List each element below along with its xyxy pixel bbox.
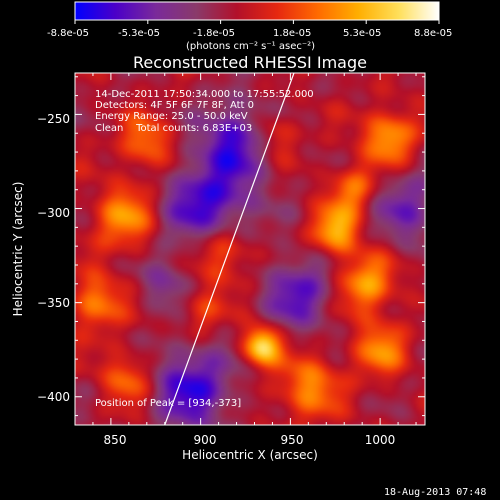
solar-limb-line — [164, 73, 295, 425]
y-tick-labels: −250 −300 −350 −400 — [37, 112, 70, 404]
colorbar-tick-label: 8.8e-05 — [414, 28, 452, 39]
x-tick-label: 950 — [281, 433, 304, 447]
colorbar — [74, 1, 440, 21]
colorbar-tick-labels: -8.8e-05 -5.3e-05 -1.8e-05 1.8e-05 5.3e-… — [47, 28, 452, 39]
annotation-clean-counts: Clean Total counts: 6.83E+03 — [95, 123, 252, 134]
annotation-detectors: Detectors: 4F 5F 6F 7F 8F, Att 0 — [95, 100, 254, 111]
colorbar-tick-label: 1.8e-05 — [273, 28, 311, 39]
plot-frame — [74, 72, 426, 426]
y-tick-label: −350 — [37, 296, 70, 310]
peak-position-label: Position of Peak = [934,-373] — [95, 398, 241, 409]
colorbar-tick-label: -1.8e-05 — [193, 28, 235, 39]
footer-timestamp: 18-Aug-2013 07:48 — [384, 487, 486, 498]
x-tick-label: 900 — [194, 433, 217, 447]
colorbar-tick-label: 5.3e-05 — [343, 28, 381, 39]
annotation-energy-range: Energy Range: 25.0 - 50.0 keV — [95, 111, 248, 122]
x-tick-labels: 850 900 950 1000 — [104, 433, 396, 447]
x-axis-label: Heliocentric X (arcsec) — [182, 448, 318, 462]
chart-title: Reconstructed RHESSI Image — [133, 53, 367, 72]
colorbar-units: (photons cm⁻² s⁻¹ asec⁻²) — [186, 41, 315, 52]
x-tick-label: 1000 — [365, 433, 396, 447]
colorbar-tick-label: -8.8e-05 — [47, 28, 89, 39]
heatmap-area — [75, 73, 425, 425]
y-axis-ticks — [75, 76, 425, 417]
x-axis-ticks — [92, 73, 417, 425]
info-annotations: 14-Dec-2011 17:50:34.000 to 17:55:52.000… — [95, 89, 314, 134]
y-axis-label: Heliocentric Y (arcsec) — [11, 182, 25, 317]
heatmap-image — [75, 73, 425, 425]
y-tick-label: −250 — [37, 112, 70, 126]
colorbar-ticks — [74, 20, 440, 24]
annotation-time-range: 14-Dec-2011 17:50:34.000 to 17:55:52.000 — [95, 89, 314, 100]
y-tick-label: −400 — [37, 390, 70, 404]
colorbar-tick-label: -5.3e-05 — [118, 28, 160, 39]
x-tick-label: 850 — [104, 433, 127, 447]
y-tick-label: −300 — [37, 206, 70, 220]
